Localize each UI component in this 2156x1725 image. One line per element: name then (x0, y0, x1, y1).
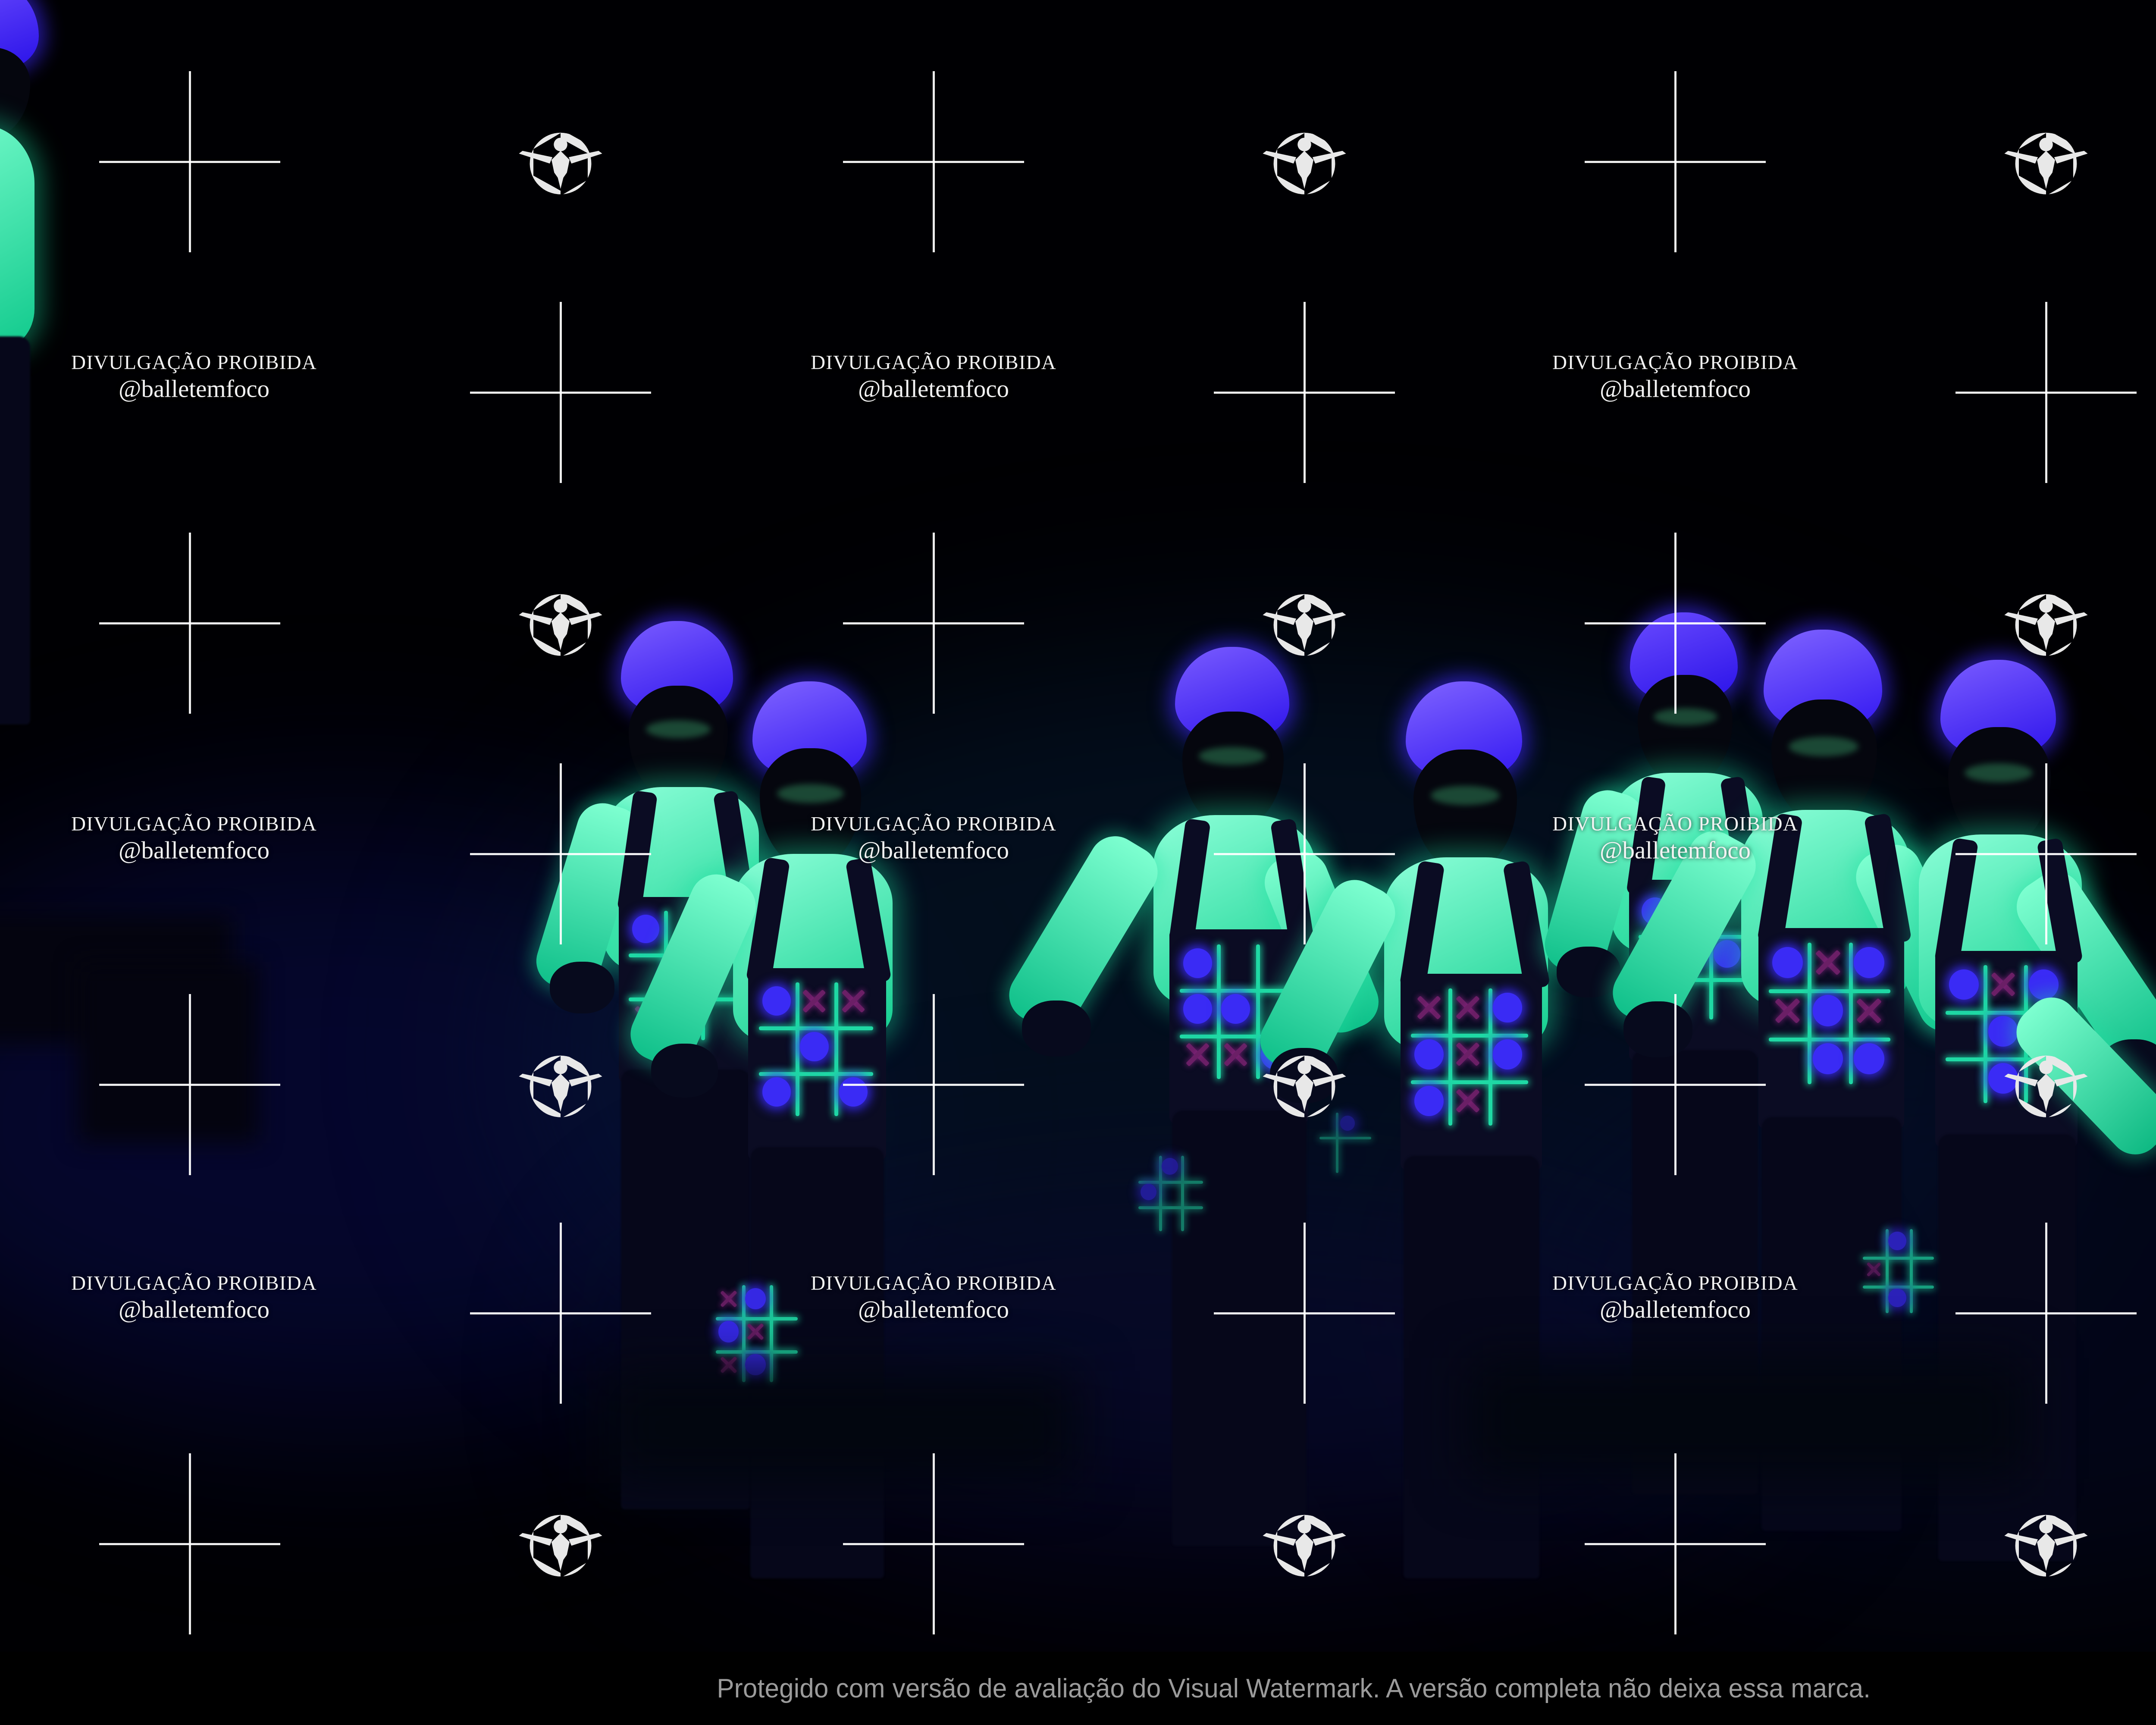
floor-reflection (604, 1371, 1078, 1484)
dancer-glove (1557, 947, 1620, 997)
tic-tac-toe-pattern-leg (1138, 1156, 1203, 1231)
dancer-face (1413, 750, 1517, 872)
dancer-eyes (1965, 763, 2033, 782)
dancer-glove (1270, 1048, 1338, 1103)
tic-tac-toe-pattern (1411, 988, 1528, 1126)
tic-tac-toe-pattern-leg (716, 1285, 798, 1382)
dancer-glove (1623, 1001, 1692, 1057)
stage-photograph (0, 0, 2156, 1725)
tic-tac-toe-pattern-leg (1863, 1229, 1934, 1313)
dancer-torso (0, 125, 34, 349)
dancer-eyes (777, 784, 844, 803)
dancer-legs (0, 336, 30, 724)
dancer-eyes (1654, 708, 1717, 725)
dancer-glove (550, 962, 614, 1013)
dancer-face (1948, 727, 2051, 849)
dancer-face (1182, 712, 1284, 830)
dancer-eyes (1199, 747, 1266, 765)
dancer-legs (1938, 1134, 2076, 1561)
dancer-arm (1000, 827, 1167, 1041)
tic-tac-toe-pattern-leg (1319, 1113, 1371, 1173)
evaluation-banner-text: Protegido com versão de avaliação do Vis… (717, 1673, 1871, 1704)
evaluation-banner: Protegido com versão de avaliação do Vis… (0, 1652, 2156, 1725)
tic-tac-toe-pattern (1769, 943, 1890, 1084)
dancer-eyes (646, 720, 711, 738)
dancer-glove (1022, 1000, 1091, 1057)
dancer-face (1771, 699, 1877, 825)
tic-tac-toe-pattern (759, 982, 873, 1116)
dancer-face (1638, 675, 1733, 787)
dancer-glove (651, 1044, 718, 1098)
dancer-eyes (1431, 786, 1500, 805)
screenshot-root: DIVULGAÇÃO PROIBIDA @balletemfoco DIVULGAÇ… (0, 0, 2156, 1725)
stage-prop (78, 962, 259, 1143)
dancer-eyes (1789, 737, 1858, 756)
dancer-face (760, 748, 861, 869)
dancer-face (629, 686, 728, 802)
floor-reflection (1466, 1358, 2027, 1479)
